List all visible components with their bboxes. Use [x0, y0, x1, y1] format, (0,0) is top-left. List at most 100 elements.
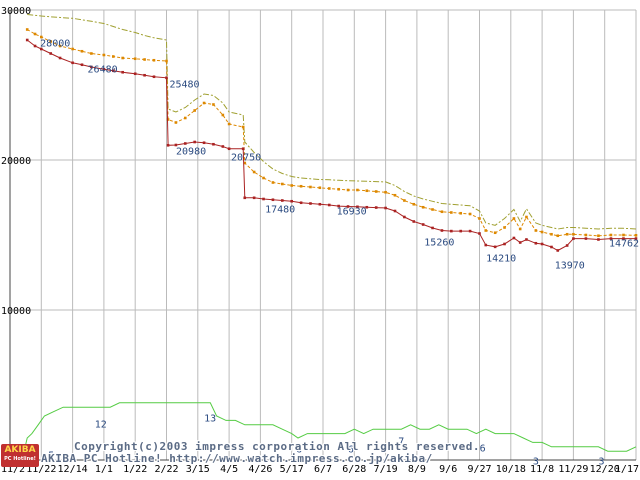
data-point-marker — [525, 215, 528, 219]
data-point-marker — [40, 47, 43, 51]
data-point-marker — [337, 204, 340, 208]
logo-subtitle-text: PC Hotline! — [4, 456, 36, 462]
data-point-marker — [262, 197, 265, 201]
data-point-marker — [374, 206, 378, 209]
data-point-marker — [534, 229, 538, 232]
data-point-marker — [518, 241, 522, 244]
series-highest-price — [27, 14, 637, 230]
data-point-marker — [309, 185, 312, 189]
x-tick-label: 6/28 — [342, 464, 366, 475]
data-point-marker — [102, 53, 106, 57]
x-tick-labels: 11/2 11/22 12/14 1/1 1/22 2/22 3/15 4/5 4/26 5/17… — [1, 464, 639, 475]
data-point-marker — [609, 233, 613, 237]
data-point-marker — [431, 226, 434, 230]
data-point-marker — [121, 70, 124, 74]
data-point-marker — [634, 237, 638, 240]
data-point-marker — [299, 184, 303, 188]
data-point-marker — [450, 229, 453, 233]
data-point-marker — [281, 182, 284, 186]
data-point-marker — [133, 72, 137, 76]
data-point-marker — [384, 190, 387, 194]
data-point-marker — [318, 186, 322, 190]
x-tick-label: 8/9 — [408, 464, 426, 475]
data-point-marker — [468, 212, 472, 216]
x-tick-label: 10/18 — [496, 464, 526, 475]
data-point-marker — [271, 198, 275, 202]
data-point-marker — [227, 147, 231, 151]
y-tick-label: 30000 — [1, 6, 31, 17]
x-tick-label: 6/7 — [314, 464, 332, 475]
data-point-marker — [58, 56, 62, 60]
data-point-marker — [193, 140, 196, 144]
data-point-marker — [525, 238, 528, 241]
data-point-marker — [152, 58, 156, 62]
data-point-marker — [71, 47, 74, 51]
data-point-marker — [503, 242, 506, 246]
data-point-marker — [556, 249, 560, 252]
data-point-marker — [412, 220, 416, 223]
x-tick-label: 1/1 — [95, 464, 113, 475]
data-point-marker — [609, 237, 613, 240]
logo-title-text: AKIBA — [4, 445, 36, 455]
data-point-marker — [49, 40, 52, 43]
data-point-marker — [484, 243, 488, 247]
data-point-marker — [550, 245, 553, 249]
data-point-marker — [403, 215, 406, 219]
akiba-pc-hotline-logo: AKIBA PC Hotline! — [1, 444, 39, 467]
x-tick-label: 11/8 — [530, 464, 554, 475]
data-point-marker — [252, 196, 256, 200]
data-point-marker — [40, 35, 43, 39]
data-point-marker — [384, 206, 387, 210]
data-point-marker — [484, 229, 488, 232]
data-point-marker — [534, 241, 538, 245]
data-point-marker — [346, 205, 350, 208]
data-point-marker — [503, 226, 506, 229]
data-point-marker — [299, 201, 303, 205]
data-point-marker — [90, 52, 93, 55]
x-tick-label: 4/26 — [248, 464, 272, 475]
data-point-marker — [374, 190, 378, 193]
data-point-marker — [80, 49, 84, 53]
data-point-marker — [393, 193, 397, 197]
data-point-marker — [243, 161, 247, 165]
data-point-marker — [165, 59, 168, 63]
x-tick-label: 11/2 — [1, 464, 25, 475]
data-point-marker — [450, 211, 453, 214]
data-point-marker — [584, 237, 588, 240]
x-tick-label: 4/5 — [220, 464, 238, 475]
data-point-marker — [318, 202, 322, 206]
data-point-marker — [33, 32, 37, 36]
y-tick-label: 10000 — [1, 306, 31, 317]
data-point-marker — [25, 38, 29, 42]
data-point-marker — [327, 203, 331, 207]
data-point-marker — [403, 199, 406, 202]
data-point-marker — [431, 208, 434, 211]
data-point-marker — [111, 55, 115, 58]
data-point-marker — [212, 103, 215, 106]
data-point-marker — [584, 233, 588, 237]
data-point-marker — [165, 76, 168, 80]
data-point-marker — [143, 58, 146, 61]
data-point-marker — [478, 232, 481, 235]
data-point-marker — [166, 118, 170, 121]
data-point-marker — [281, 199, 284, 202]
data-point-marker — [512, 217, 516, 220]
data-point-marker — [518, 227, 522, 231]
data-point-marker — [365, 189, 369, 193]
data-point-marker — [327, 187, 331, 190]
data-point-marker — [440, 210, 444, 214]
series-shop-count — [19, 402, 637, 456]
x-tick-label: 7/19 — [374, 464, 398, 475]
data-point-marker — [421, 223, 425, 226]
data-point-marker — [572, 232, 575, 236]
data-point-marker — [468, 229, 472, 233]
data-point-marker — [221, 113, 225, 117]
data-point-marker — [25, 28, 29, 31]
data-point-marker — [421, 205, 425, 209]
data-point-marker — [540, 230, 544, 234]
data-point-marker — [262, 176, 265, 180]
x-tick-label: 12/20 — [590, 464, 620, 475]
data-point-marker — [111, 69, 115, 73]
